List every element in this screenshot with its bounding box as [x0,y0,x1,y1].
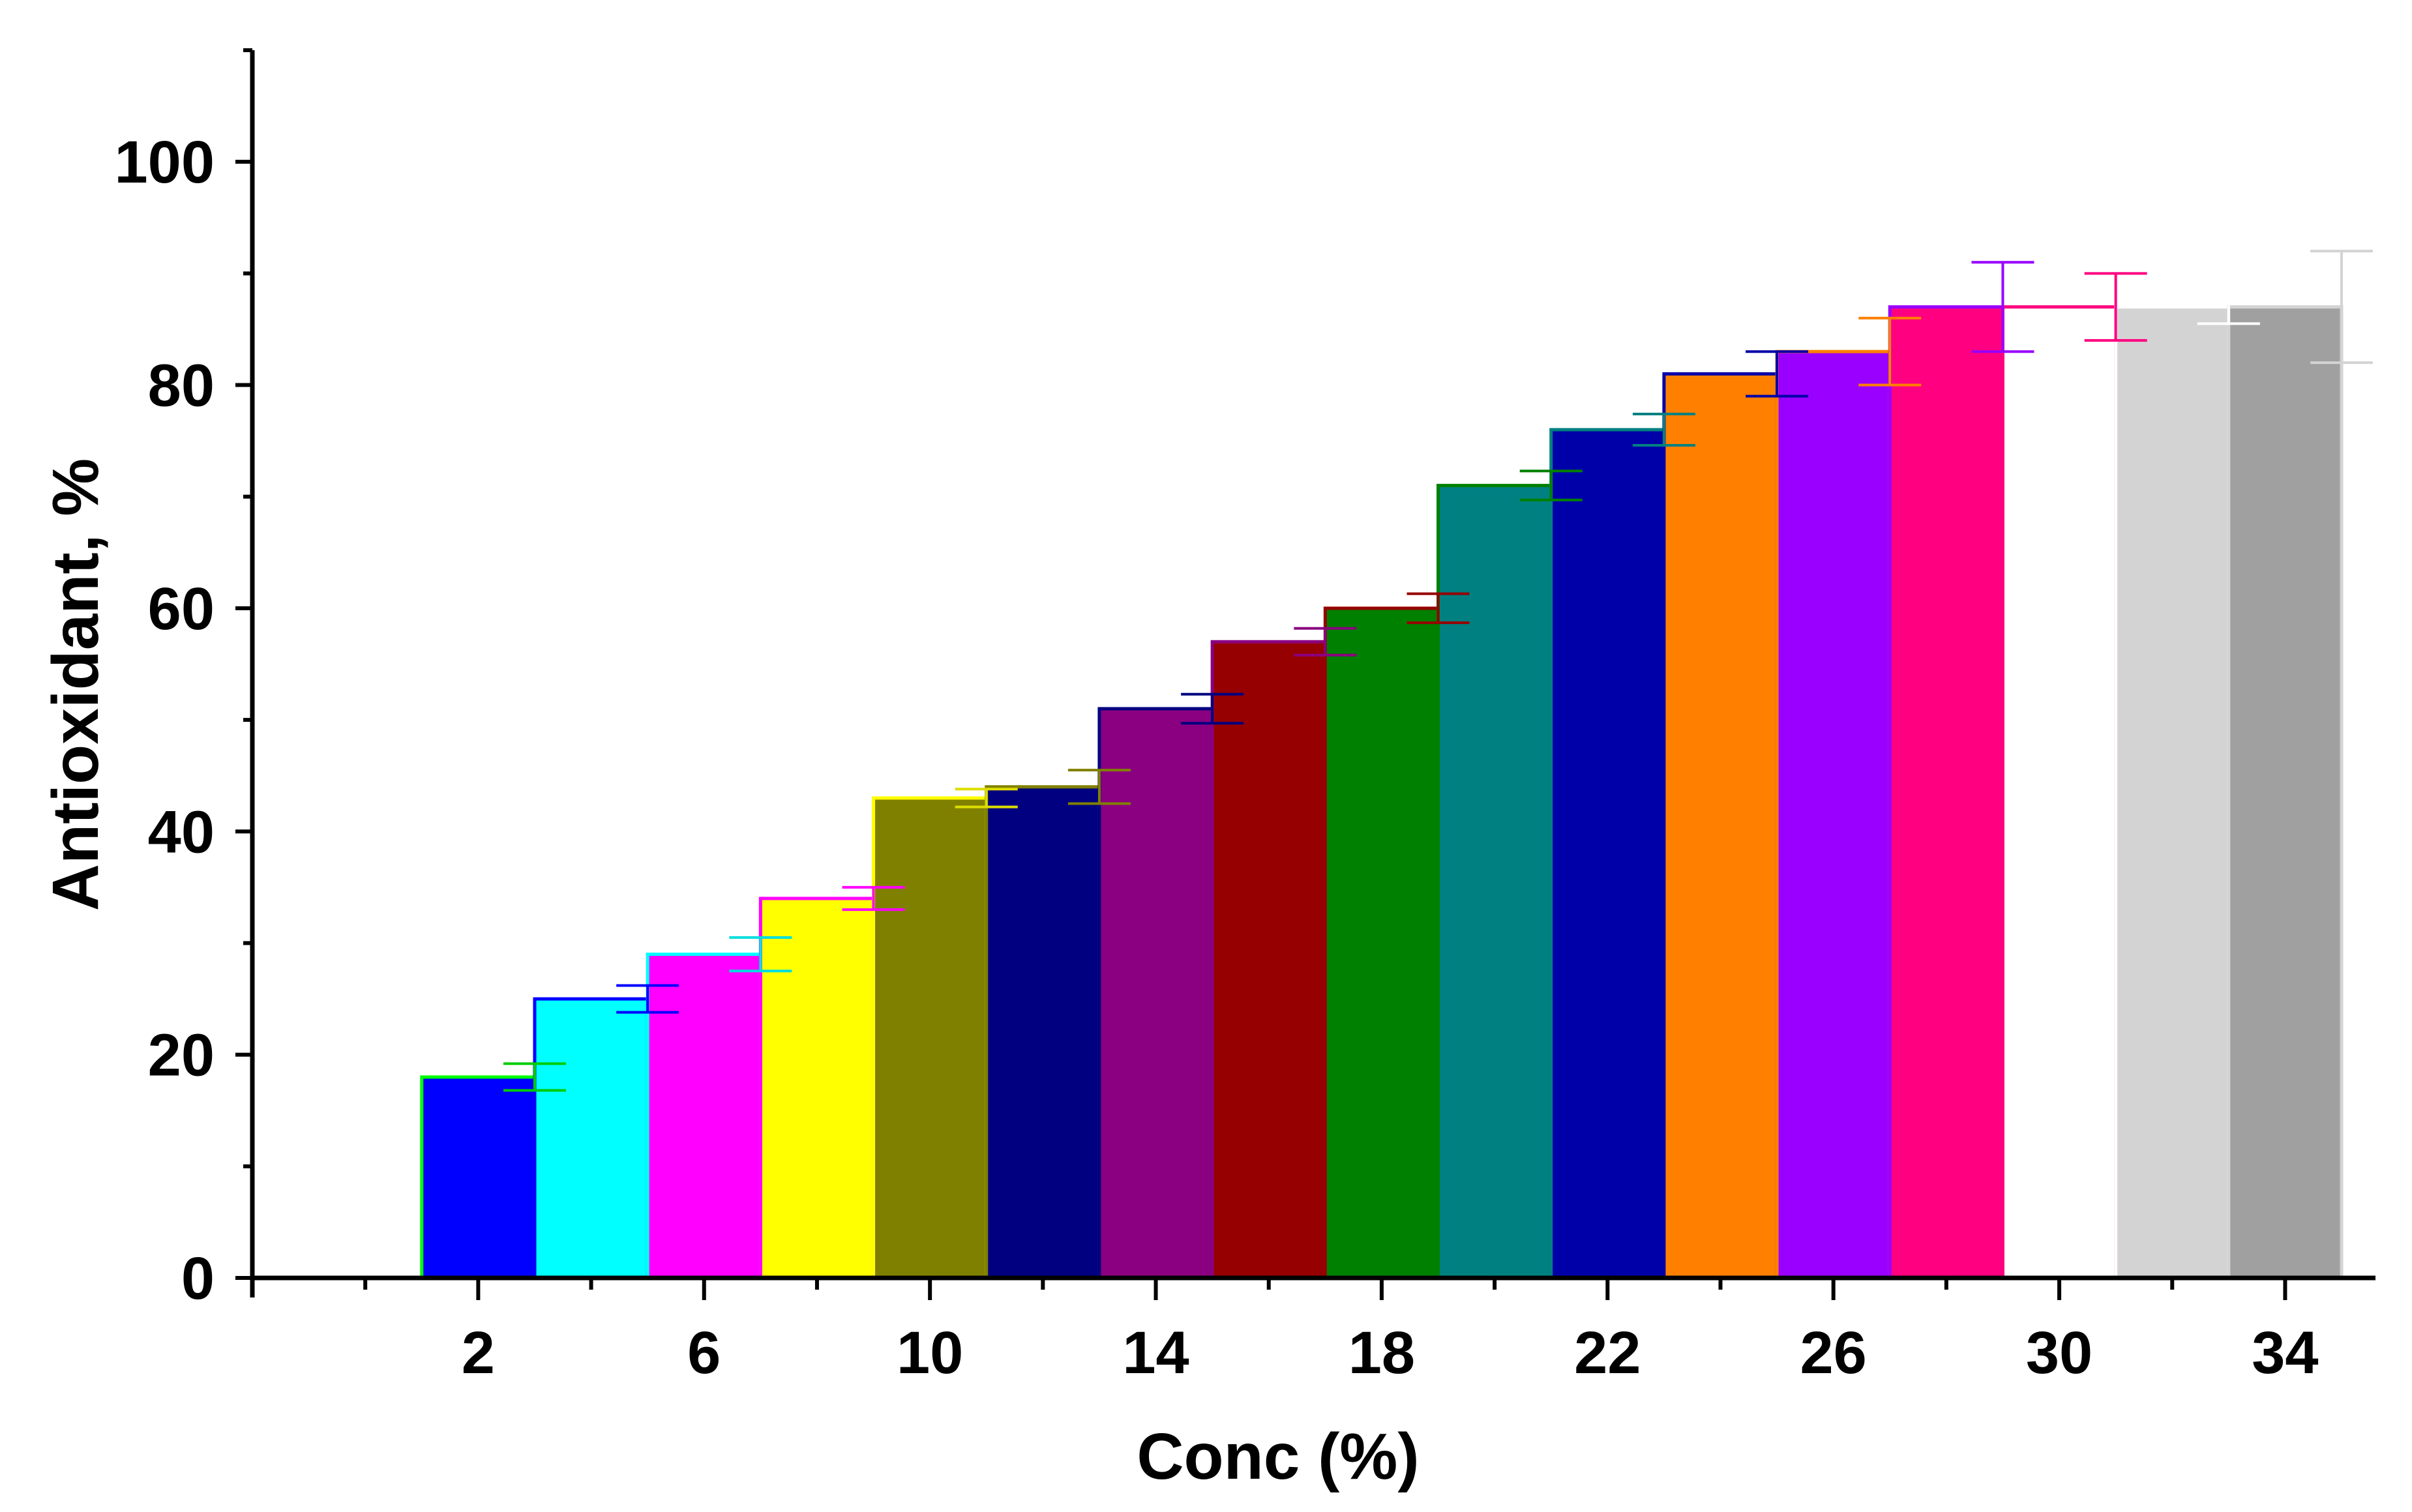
bar-13 [1888,305,2004,1280]
bar-15 [2114,305,2231,1280]
bar-9 [1437,484,1553,1280]
bars-layer [420,305,2344,1280]
x-tick-label-18: 18 [1348,1320,1415,1386]
bar-12 [1775,349,1892,1280]
x-tick-label-22: 22 [1574,1320,1641,1386]
y-tick-label-40: 40 [148,799,215,865]
x-tick-label-10: 10 [897,1320,963,1386]
y-tick-label-20: 20 [148,1022,215,1089]
y-tick-label-100: 100 [115,129,215,196]
axes [250,50,2375,1297]
x-tick-label-30: 30 [2026,1320,2092,1386]
bar-10 [1549,428,1666,1280]
bar-5 [985,785,1101,1280]
x-tick-label-14: 14 [1122,1320,1189,1386]
y-tick-label-60: 60 [148,576,215,642]
bar-4 [872,796,989,1280]
bar-11 [1662,372,1779,1280]
bar-7 [1210,640,1327,1280]
bar-2 [646,953,762,1280]
x-tick-label-34: 34 [2252,1320,2318,1386]
bar-1 [533,997,649,1280]
bar-14 [2001,305,2118,1280]
y-axis-title: Antioxidant, % [39,458,112,911]
x-tick-label-6: 6 [687,1320,721,1386]
y-tick-label-80: 80 [148,353,215,419]
bar-3 [758,897,876,1280]
x-axis-title: Conc (%) [1137,1420,1419,1493]
x-tick-label-26: 26 [1800,1320,1867,1386]
y-tick-label-0: 0 [181,1245,215,1312]
x-tick-label-2: 2 [462,1320,495,1386]
bar-6 [1097,707,1214,1280]
bar-8 [1323,606,1440,1280]
error-bars-layer [503,250,2374,1092]
bar-0 [420,1075,537,1280]
bar-16 [2227,305,2344,1280]
